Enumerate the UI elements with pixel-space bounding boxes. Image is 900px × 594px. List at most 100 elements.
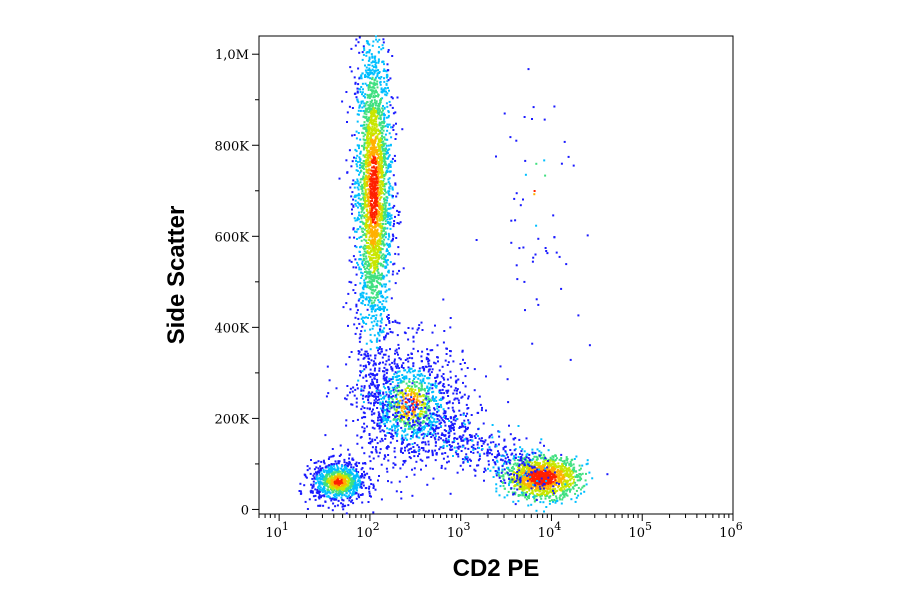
data-point: [373, 285, 376, 288]
data-point: [378, 225, 381, 228]
data-point: [367, 200, 370, 203]
data-point: [368, 125, 371, 128]
data-point: [487, 467, 489, 470]
data-point: [371, 173, 373, 176]
data-point: [515, 472, 518, 475]
data-point: [546, 490, 548, 493]
data-point: [386, 213, 389, 216]
data-point: [315, 466, 318, 469]
data-point: [389, 227, 392, 230]
data-point: [516, 459, 519, 461]
data-point: [562, 468, 565, 471]
data-point: [384, 172, 387, 175]
data-point: [353, 182, 356, 185]
data-point: [391, 55, 394, 57]
data-point: [352, 466, 355, 469]
data-point: [374, 257, 377, 260]
data-point: [367, 156, 369, 159]
data-point: [521, 448, 524, 451]
data-point: [346, 495, 349, 498]
data-point: [370, 214, 372, 217]
data-point: [313, 468, 316, 471]
data-point: [463, 393, 466, 396]
data-point: [372, 219, 375, 221]
data-point: [507, 490, 510, 493]
data-point: [384, 266, 387, 269]
data-point: [367, 138, 370, 141]
data-point: [359, 481, 362, 484]
data-point: [378, 290, 380, 293]
data-point: [521, 474, 524, 477]
data-point: [364, 200, 367, 202]
data-point: [565, 484, 568, 487]
data-point: [373, 83, 376, 86]
data-point: [382, 180, 385, 182]
data-point: [369, 169, 372, 172]
data-point: [377, 268, 380, 271]
data-point: [530, 483, 533, 486]
data-point: [326, 479, 329, 482]
data-point: [351, 499, 354, 502]
data-point: [370, 310, 373, 313]
data-point: [374, 363, 377, 366]
data-point: [388, 218, 391, 221]
plot-frame: [258, 35, 734, 515]
data-point: [365, 487, 368, 489]
data-point: [575, 496, 578, 499]
data-point: [446, 461, 448, 464]
data-point: [417, 370, 420, 373]
data-point: [370, 53, 373, 56]
data-point: [375, 199, 378, 201]
data-point: [318, 469, 321, 472]
data-point: [390, 136, 393, 139]
data-point: [555, 466, 558, 469]
data-point: [369, 155, 372, 158]
data-point: [335, 496, 338, 499]
data-point: [547, 462, 550, 465]
data-point: [381, 235, 384, 238]
data-point: [364, 262, 367, 265]
data-point: [381, 206, 384, 209]
data-point: [377, 174, 380, 177]
data-point: [385, 152, 388, 155]
data-point: [360, 100, 363, 103]
data-point: [518, 475, 521, 478]
data-point: [372, 120, 375, 123]
data-point: [360, 177, 363, 180]
data-point: [546, 464, 549, 467]
data-point: [576, 479, 579, 482]
data-point: [371, 44, 374, 47]
data-point: [559, 494, 562, 497]
data-point: [377, 60, 380, 63]
data-point: [346, 470, 349, 473]
data-point: [370, 278, 373, 281]
data-point: [330, 463, 333, 465]
data-point: [383, 68, 386, 71]
data-point: [345, 159, 348, 162]
data-point: [376, 114, 379, 117]
data-point: [323, 481, 326, 484]
data-point: [362, 296, 365, 299]
data-point: [526, 460, 529, 463]
data-point: [347, 484, 350, 487]
data-point: [373, 264, 376, 267]
data-point: [572, 476, 575, 478]
data-point: [375, 248, 378, 251]
data-point: [380, 317, 383, 320]
data-point: [397, 343, 400, 346]
data-point: [318, 484, 321, 487]
data-point: [573, 458, 576, 460]
data-point: [357, 484, 359, 487]
data-point: [451, 406, 454, 409]
data-point: [352, 204, 355, 207]
data-point: [331, 481, 334, 484]
data-point: [375, 293, 378, 296]
data-point: [373, 124, 376, 127]
data-point: [353, 195, 356, 198]
data-point: [502, 474, 505, 477]
data-point: [383, 338, 386, 341]
data-point: [336, 488, 339, 491]
data-point: [542, 469, 545, 472]
data-point: [358, 322, 361, 325]
